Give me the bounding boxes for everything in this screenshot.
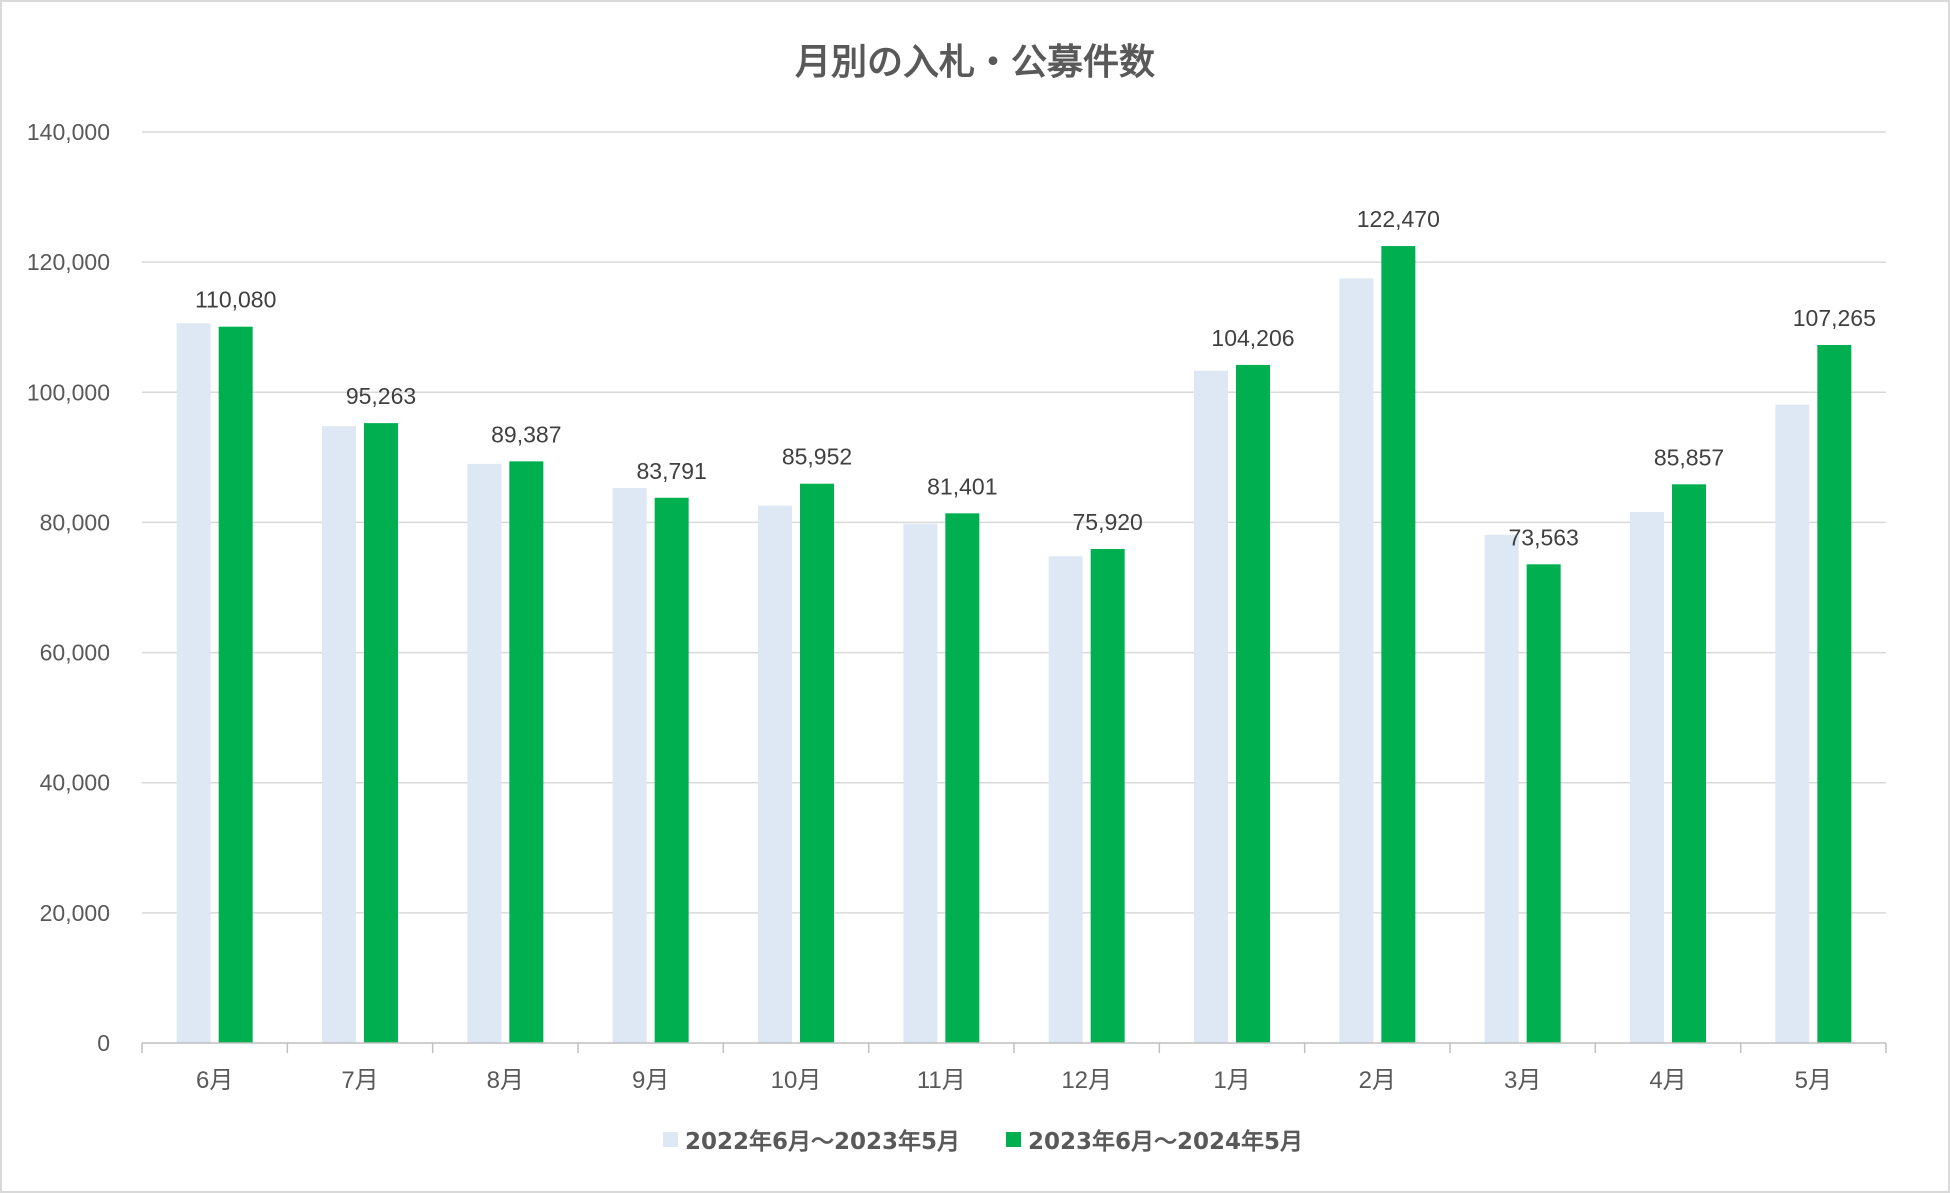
bar-series-1 xyxy=(1048,556,1083,1043)
x-tick-label: 3月 xyxy=(1504,1067,1541,1094)
data-label: 83,791 xyxy=(636,458,706,484)
x-tick-label: 9月 xyxy=(632,1067,669,1094)
y-tick-label: 20,000 xyxy=(40,900,110,926)
bar-series-2 xyxy=(1817,345,1852,1043)
y-tick-label: 40,000 xyxy=(40,770,110,796)
bar-series-1 xyxy=(176,323,211,1043)
y-tick-label: 80,000 xyxy=(40,509,110,535)
bar-series-1 xyxy=(1630,512,1664,1043)
bar-series-2 xyxy=(218,326,253,1043)
bar-series-2 xyxy=(509,461,544,1043)
data-label: 81,401 xyxy=(927,473,997,499)
bar-series-2 xyxy=(654,497,689,1043)
data-label: 104,206 xyxy=(1211,325,1294,351)
bar-series-2 xyxy=(1526,564,1561,1043)
data-label: 85,857 xyxy=(1654,444,1724,470)
bar-series-1 xyxy=(322,426,356,1043)
y-tick-label: 100,000 xyxy=(27,379,110,405)
x-tick-label: 10月 xyxy=(771,1067,822,1094)
bar-series-2 xyxy=(945,513,980,1043)
bar-series-2 xyxy=(1236,364,1270,1044)
data-label: 89,387 xyxy=(491,421,561,447)
bar-series-1 xyxy=(1339,278,1374,1043)
data-label: 110,080 xyxy=(195,287,276,313)
x-tick-label: 7月 xyxy=(341,1067,378,1094)
x-axis: 6月 7月 8月 9月 10月 11月 12月 1月 2月 3月 4月 5月 xyxy=(141,1042,1887,1094)
data-label: 75,920 xyxy=(1072,509,1142,535)
legend-swatch xyxy=(663,1132,678,1147)
bar-series-1 xyxy=(758,505,792,1043)
bar-series-1 xyxy=(612,487,647,1044)
y-tick-label: 120,000 xyxy=(27,249,110,275)
x-tick-label: 6月 xyxy=(196,1067,233,1094)
x-tick-label: 12月 xyxy=(1061,1067,1112,1094)
bar-series-1 xyxy=(1194,370,1228,1043)
bar-series-2 xyxy=(364,423,398,1043)
x-tick-label: 8月 xyxy=(487,1067,524,1094)
bars xyxy=(176,246,1852,1044)
bar-series-2 xyxy=(1381,246,1416,1044)
y-tick-label: 60,000 xyxy=(40,640,110,666)
bar-series-1 xyxy=(1775,404,1810,1043)
data-label: 95,263 xyxy=(346,383,416,409)
bar-series-1 xyxy=(1484,534,1519,1043)
data-labels: 110,080 95,263 89,387 83,791 85,952 81,401 75,… xyxy=(195,206,1876,550)
bar-series-1 xyxy=(903,523,938,1043)
y-axis: 0 20,000 40,000 60,000 80,000 100,000 120,000 1… xyxy=(27,119,110,1056)
x-tick-label: 11月 xyxy=(917,1067,966,1094)
legend-label: 2022年6月～2023年5月 xyxy=(685,1128,960,1155)
chart-title: 月別の入札・公募件数 xyxy=(795,42,1155,83)
data-label: 122,470 xyxy=(1357,206,1440,232)
x-tick-label: 5月 xyxy=(1795,1067,1832,1094)
x-tick-label: 1月 xyxy=(1213,1067,1250,1094)
data-label: 73,563 xyxy=(1508,524,1578,550)
gridlines xyxy=(142,131,1886,914)
data-label: 107,265 xyxy=(1793,305,1876,331)
x-tick-label: 4月 xyxy=(1649,1067,1686,1094)
bar-series-2 xyxy=(1090,548,1125,1043)
legend: 2022年6月～2023年5月 2023年6月～2024年5月 xyxy=(663,1128,1303,1155)
bar-series-2 xyxy=(1672,484,1706,1043)
x-tick-label: 2月 xyxy=(1359,1067,1396,1094)
y-tick-label: 0 xyxy=(97,1030,110,1056)
y-tick-label: 140,000 xyxy=(27,119,110,145)
bar-series-2 xyxy=(800,483,834,1043)
legend-swatch xyxy=(1006,1132,1021,1147)
data-label: 85,952 xyxy=(782,444,852,470)
legend-label: 2023年6月～2024年5月 xyxy=(1028,1128,1303,1155)
bar-series-1 xyxy=(467,463,502,1044)
